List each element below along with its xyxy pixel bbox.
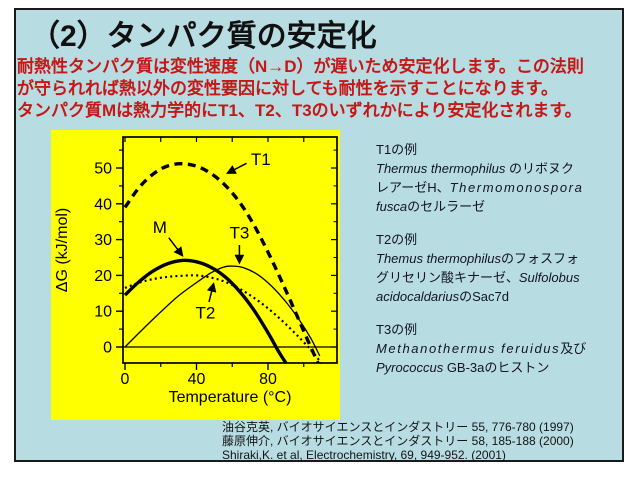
reference-line: 油谷克英, バイオサイエンスとインダストリー 55, 776-780 (1997…	[222, 420, 574, 434]
intro-line: 耐熱性タンパク質は変性速度（N→D）が遅いため安定化します。この法則	[17, 57, 584, 76]
example-line: fuscaのセルラーゼ	[376, 199, 486, 214]
series-M	[123, 258, 288, 365]
annotation-arrow-M	[168, 237, 184, 257]
series-T1	[123, 161, 320, 364]
example-block: T2の例 Themus thermophilusのフォスフォ グリセリン酸キナーゼ、…	[376, 230, 628, 306]
curve-label-T2: T2	[196, 304, 216, 323]
y-tick-label: 0	[103, 340, 112, 357]
example-line: Methanothermus feruidus及び	[376, 341, 587, 356]
chart-panel: 0 40 80 0 10 20 30 40 50 Temperature (°C) ΔG (kJ/m…	[51, 130, 340, 420]
y-tick-label: 50	[94, 161, 112, 178]
series-T3	[124, 265, 321, 357]
chart-series	[123, 161, 323, 365]
annotation-arrow-T1	[226, 162, 247, 174]
x-tick-label: 40	[188, 371, 206, 388]
curve-label-M: M	[153, 218, 167, 237]
intro-line: タンパク質Mは熱力学的にT1、T2、T3のいずれかにより安定化されます。	[17, 101, 582, 120]
chart-frame	[122, 136, 338, 364]
example-line: acidocaldariusのSac7d	[376, 289, 509, 304]
example-line: Pyrococcus GB-3aのヒストン	[376, 360, 550, 375]
example-heading: T2の例	[376, 232, 418, 247]
stability-chart-svg: 0 40 80 0 10 20 30 40 50 Temperature (°C) ΔG (kJ/m…	[54, 136, 338, 406]
y-tick-label: 20	[94, 268, 112, 285]
y-tick-label: 40	[94, 196, 112, 213]
intro-line: が守られれば熱以外の変性要因に対しても耐性を示すことになります。	[17, 79, 558, 98]
page-title: （2）タンパク質の安定化	[30, 20, 377, 53]
example-line: レアーゼH、Thermomonospora	[376, 180, 584, 195]
y-tick-label: 10	[94, 304, 112, 321]
chart-annotations: T1 M T3 T2	[153, 150, 271, 323]
example-heading: T3の例	[376, 322, 418, 337]
intro-paragraph: 耐熱性タンパク質は変性速度（N→D）が遅いため安定化します。この法則 が守られれば…	[17, 56, 623, 122]
curve-label-T1: T1	[251, 150, 271, 169]
y-tick-label: 30	[94, 232, 112, 249]
chart-ticks: 0 40 80 0 10 20 30 40 50	[94, 137, 337, 388]
curve-label-T3: T3	[229, 223, 249, 242]
annotation-arrow-T2	[206, 282, 217, 303]
y-axis-label: ΔG (kJ/mol)	[54, 208, 71, 292]
example-line: Thermus thermophilus のリボヌク	[376, 161, 574, 176]
references-block: 油谷克英, バイオサイエンスとインダストリー 55, 776-780 (1997…	[222, 420, 622, 462]
reference-line: 藤原伸介, バイオサイエンスとインダストリー 58, 185-188 (2000…	[222, 433, 574, 448]
example-block: T3の例 Methanothermus feruidus及び Pyrococcus …	[376, 320, 628, 377]
example-heading: T1の例	[376, 142, 418, 157]
x-axis-label: Temperature (°C)	[169, 389, 292, 406]
reference-line: Shiraki,K. et al, Electrochemistry, 69, …	[222, 447, 506, 462]
example-line: グリセリン酸キナーゼ、Sulfolobus	[376, 270, 580, 285]
example-block: T1の例 Thermus thermophilus のリボヌク レアーゼH、Ther…	[376, 140, 628, 216]
x-tick-label: 80	[259, 371, 277, 388]
examples-block: T1の例 Thermus thermophilus のリボヌク レアーゼH、Ther…	[376, 140, 628, 391]
example-line: Themus thermophilusのフォスフォ	[376, 251, 580, 266]
x-tick-label: 0	[121, 371, 130, 388]
series-T2	[124, 274, 323, 365]
